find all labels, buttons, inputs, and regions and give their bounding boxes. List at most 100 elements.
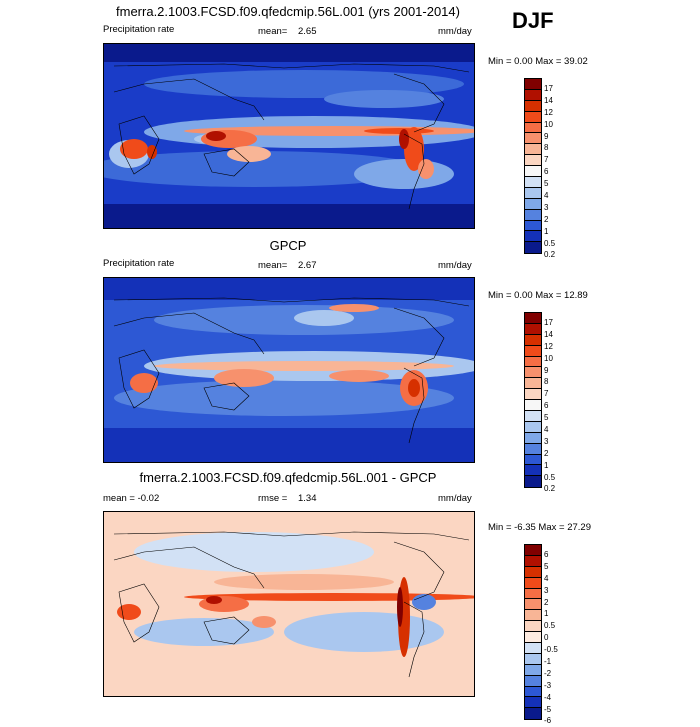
colorbar-tick-label: -3 (544, 680, 552, 690)
colorbar-tick-label: 0.5 (544, 238, 556, 248)
panel2-variable-label: Precipitation rate (103, 258, 175, 269)
colorbar-tick-label: 0.2 (544, 250, 556, 260)
panel1-colorbar-labels: 17 14 12 10 9 8 7 6 5 4 3 2 1 0.5 0.2 (544, 83, 555, 261)
colorbar-swatch (525, 155, 541, 167)
colorbar-tick-label: 12 (544, 341, 553, 351)
colorbar-swatch (525, 400, 541, 412)
colorbar-tick-label: 14 (544, 95, 553, 105)
colorbar-swatch (525, 111, 541, 123)
colorbar-swatch (525, 79, 541, 90)
colorbar-tick-label: -1 (544, 657, 552, 667)
colorbar-swatch (525, 144, 541, 156)
panel1-variable-label: Precipitation rate (103, 24, 175, 35)
panel1-mean-value: 2.65 (298, 26, 317, 37)
colorbar-swatch (525, 313, 541, 324)
colorbar-swatch (525, 242, 541, 254)
panel1-units: mm/day (438, 26, 472, 37)
colorbar-swatch (525, 588, 541, 600)
panel2-colorbar-labels: 17 14 12 10 9 8 7 6 5 4 3 2 1 0.5 0.2 (544, 317, 555, 495)
colorbar-tick-label: 1 (544, 609, 549, 619)
colorbar-tick-label: 2 (544, 214, 549, 224)
colorbar-tick-label: 2 (544, 448, 549, 458)
colorbar-swatch (525, 566, 541, 578)
colorbar-tick-label: 4 (544, 191, 549, 201)
colorbar-tick-label: 7 (544, 389, 549, 399)
panel3-units: mm/day (438, 493, 472, 504)
colorbar-tick-label: 17 (544, 318, 553, 327)
colorbar-swatch (525, 545, 541, 556)
colorbar-tick-label: 10 (544, 119, 553, 129)
colorbar-swatch (525, 378, 541, 390)
colorbar-tick-label: 12 (544, 107, 553, 117)
panel3-mean-label: mean = -0.02 (103, 493, 160, 504)
colorbar-swatch (525, 686, 541, 698)
colorbar-tick-label: 0.5 (544, 472, 556, 482)
colorbar-swatch (525, 100, 541, 112)
colorbar-swatch (525, 187, 541, 199)
colorbar-swatch (525, 621, 541, 633)
colorbar-swatch (525, 708, 541, 720)
panel3-title: fmerra.2.1003.FCSD.f09.qfedcmip.56L.001 … (139, 470, 437, 485)
colorbar-swatch (525, 220, 541, 232)
colorbar-tick-label: 7 (544, 155, 549, 165)
colorbar-swatch (525, 599, 541, 611)
colorbar-tick-label: 1 (544, 460, 549, 470)
colorbar-tick-label: 5 (544, 561, 549, 571)
colorbar-tick-label: 6 (544, 550, 549, 559)
colorbar-swatch (525, 231, 541, 243)
panel1-title: fmerra.2.1003.FCSD.f09.qfedcmip.56L.001 … (116, 4, 460, 19)
colorbar-tick-label: -2 (544, 668, 552, 678)
colorbar-tick-label: -4 (544, 692, 552, 702)
colorbar-swatch (525, 166, 541, 178)
colorbar-tick-label: -5 (544, 704, 552, 714)
colorbar-tick-label: 4 (544, 573, 549, 583)
colorbar-swatch (525, 198, 541, 210)
panel1-min-max: Min = 0.00 Max = 39.02 (488, 56, 588, 67)
panel3-rmse-label: rmse = (258, 493, 288, 504)
colorbar-swatch (525, 367, 541, 379)
colorbar-swatch (525, 345, 541, 357)
colorbar-swatch (525, 334, 541, 346)
colorbar-swatch (525, 577, 541, 589)
colorbar-tick-label: 0.5 (544, 621, 556, 631)
panel2-min-max: Min = 0.00 Max = 12.89 (488, 290, 588, 301)
colorbar-swatch (525, 454, 541, 466)
panel1-map (103, 43, 475, 229)
colorbar-swatch (525, 209, 541, 221)
colorbar-tick-label: 3 (544, 202, 549, 212)
panel3-min-max: Min = -6.35 Max = 27.29 (488, 522, 591, 533)
colorbar-tick-label: 9 (544, 131, 549, 141)
panel2-units: mm/day (438, 260, 472, 271)
season-label: DJF (512, 8, 554, 33)
colorbar-tick-label: 4 (544, 425, 549, 435)
colorbar-swatch (525, 443, 541, 455)
colorbar-swatch (525, 555, 541, 567)
panel1-mean-label: mean= (258, 26, 288, 37)
colorbar-tick-label: -0.5 (544, 645, 558, 655)
panel2-mean-value: 2.67 (298, 260, 317, 271)
colorbar-tick-label: 6 (544, 167, 549, 177)
colorbar-tick-label: 9 (544, 365, 549, 375)
colorbar-tick-label: 0 (544, 633, 549, 643)
colorbar-tick-label: 8 (544, 377, 549, 387)
panel2-map (103, 277, 475, 463)
colorbar-swatch (525, 653, 541, 665)
colorbar-swatch (525, 697, 541, 709)
colorbar-swatch (525, 664, 541, 676)
colorbar-tick-label: 3 (544, 436, 549, 446)
colorbar-tick-label: 5 (544, 179, 549, 189)
colorbar-swatch (525, 323, 541, 335)
panel3-colorbar-labels: 6 5 4 3 2 1 0.5 0 -0.5 -1 -2 -3 -4 -5 -6 (544, 549, 558, 727)
colorbar-tick-label: 2 (544, 597, 549, 607)
colorbar-swatch (525, 122, 541, 134)
colorbar-tick-label: 10 (544, 353, 553, 363)
colorbar-tick-label: 1 (544, 226, 549, 236)
colorbar-swatch (525, 610, 541, 622)
colorbar-swatch (525, 356, 541, 368)
colorbar-swatch (525, 177, 541, 188)
colorbar-tick-label: 0.2 (544, 484, 556, 494)
colorbar-tick-label: 3 (544, 585, 549, 595)
colorbar-tick-label: 14 (544, 329, 553, 339)
colorbar-swatch (525, 411, 541, 422)
colorbar-swatch (525, 675, 541, 687)
